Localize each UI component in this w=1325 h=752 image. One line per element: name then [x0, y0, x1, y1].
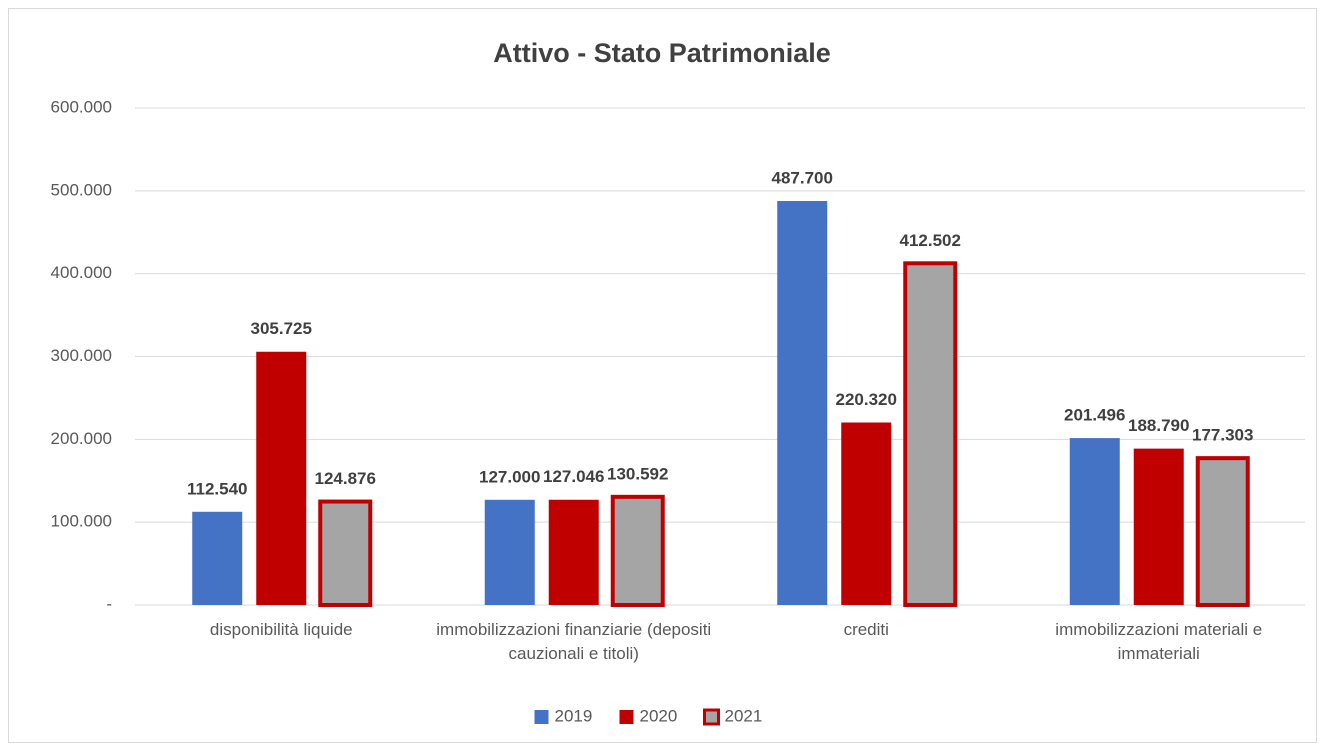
- bar: [548, 499, 599, 605]
- bar: [192, 511, 243, 605]
- bar: [777, 201, 828, 605]
- y-tick-label: -: [106, 594, 112, 613]
- legend-label: 2021: [725, 706, 763, 725]
- data-label: 127.000: [479, 467, 540, 486]
- legend-label: 2020: [640, 706, 678, 725]
- bar: [903, 261, 958, 607]
- data-label: 130.592: [607, 464, 668, 483]
- x-tick-label: crediti: [843, 620, 889, 639]
- legend-swatch: [534, 710, 549, 724]
- data-label: 188.790: [1128, 416, 1189, 435]
- data-label: 487.700: [772, 169, 833, 188]
- legend-swatch: [703, 708, 720, 726]
- data-label: 177.303: [1192, 426, 1253, 445]
- y-tick-label: 100.000: [51, 512, 112, 531]
- bar: [1195, 456, 1250, 607]
- bar: [256, 351, 307, 605]
- data-label: 201.496: [1064, 406, 1125, 425]
- bar: [610, 494, 665, 607]
- data-label: 124.876: [315, 469, 376, 488]
- chart-title: Attivo - Stato Patrimoniale: [493, 38, 831, 68]
- data-label: 412.502: [900, 231, 961, 250]
- y-tick-label: 200.000: [51, 429, 112, 448]
- bar: [318, 499, 373, 607]
- data-label: 112.540: [187, 479, 248, 498]
- data-label: 127.046: [543, 467, 604, 486]
- legend-label: 2019: [555, 706, 593, 725]
- y-tick-label: 600.000: [51, 97, 112, 116]
- bar: [841, 422, 892, 605]
- y-tick-label: 300.000: [51, 346, 112, 365]
- bar: [484, 499, 535, 605]
- y-tick-label: 500.000: [51, 180, 112, 199]
- x-tick-label: immobilizzazioni materiali e immateriali: [1055, 620, 1263, 663]
- legend-swatch: [619, 710, 634, 724]
- data-label: 305.725: [251, 319, 312, 338]
- x-tick-label: immobilizzazioni finanziarie (depositi c…: [436, 620, 712, 663]
- bar: [1069, 438, 1120, 605]
- bar: [1133, 448, 1184, 605]
- y-tick-label: 400.000: [51, 263, 112, 282]
- chart-border: [8, 8, 1317, 743]
- x-tick-label: disponibilità liquide: [209, 620, 353, 639]
- data-label: 220.320: [836, 390, 897, 409]
